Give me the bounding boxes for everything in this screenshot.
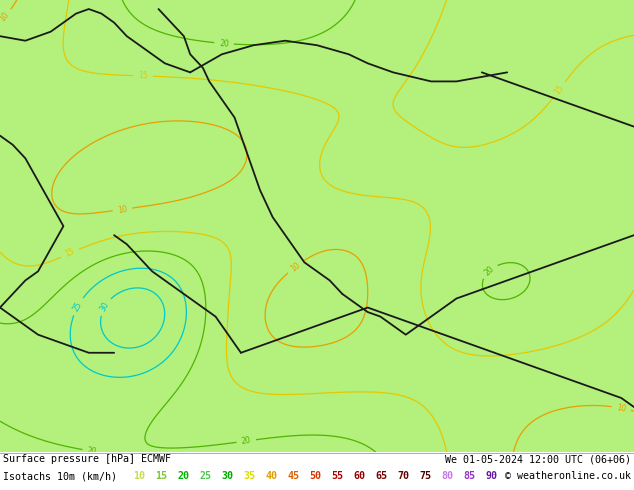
Text: 20: 20: [87, 446, 98, 457]
Text: 15: 15: [138, 71, 148, 80]
Text: 20: 20: [177, 471, 189, 481]
Text: 30: 30: [221, 471, 233, 481]
Text: We 01-05-2024 12:00 UTC (06+06): We 01-05-2024 12:00 UTC (06+06): [445, 454, 631, 464]
Text: 15: 15: [553, 83, 566, 96]
Text: 20: 20: [241, 436, 252, 446]
Text: 70: 70: [397, 471, 409, 481]
Text: 10: 10: [289, 260, 302, 273]
Text: 20: 20: [219, 39, 229, 49]
Text: 40: 40: [265, 471, 277, 481]
Text: 75: 75: [419, 471, 431, 481]
Text: 45: 45: [287, 471, 299, 481]
Text: 10: 10: [0, 10, 11, 24]
Text: 25: 25: [199, 471, 211, 481]
Text: Isotachs 10m (km/h): Isotachs 10m (km/h): [3, 471, 117, 481]
Text: 50: 50: [309, 471, 321, 481]
Text: 25: 25: [72, 300, 84, 313]
Text: 10: 10: [117, 204, 127, 215]
Text: 55: 55: [331, 471, 343, 481]
Text: 35: 35: [243, 471, 255, 481]
Text: 30: 30: [98, 300, 111, 313]
Text: 90: 90: [485, 471, 497, 481]
Text: 60: 60: [353, 471, 365, 481]
Text: 85: 85: [463, 471, 475, 481]
Text: 20: 20: [483, 264, 496, 277]
Text: 15: 15: [155, 471, 167, 481]
Text: 15: 15: [63, 247, 76, 259]
Text: 65: 65: [375, 471, 387, 481]
Text: 10: 10: [133, 471, 145, 481]
Text: 10: 10: [616, 403, 627, 414]
Text: Surface pressure [hPa] ECMWF: Surface pressure [hPa] ECMWF: [3, 454, 171, 464]
Text: 80: 80: [441, 471, 453, 481]
Text: © weatheronline.co.uk: © weatheronline.co.uk: [505, 471, 631, 481]
